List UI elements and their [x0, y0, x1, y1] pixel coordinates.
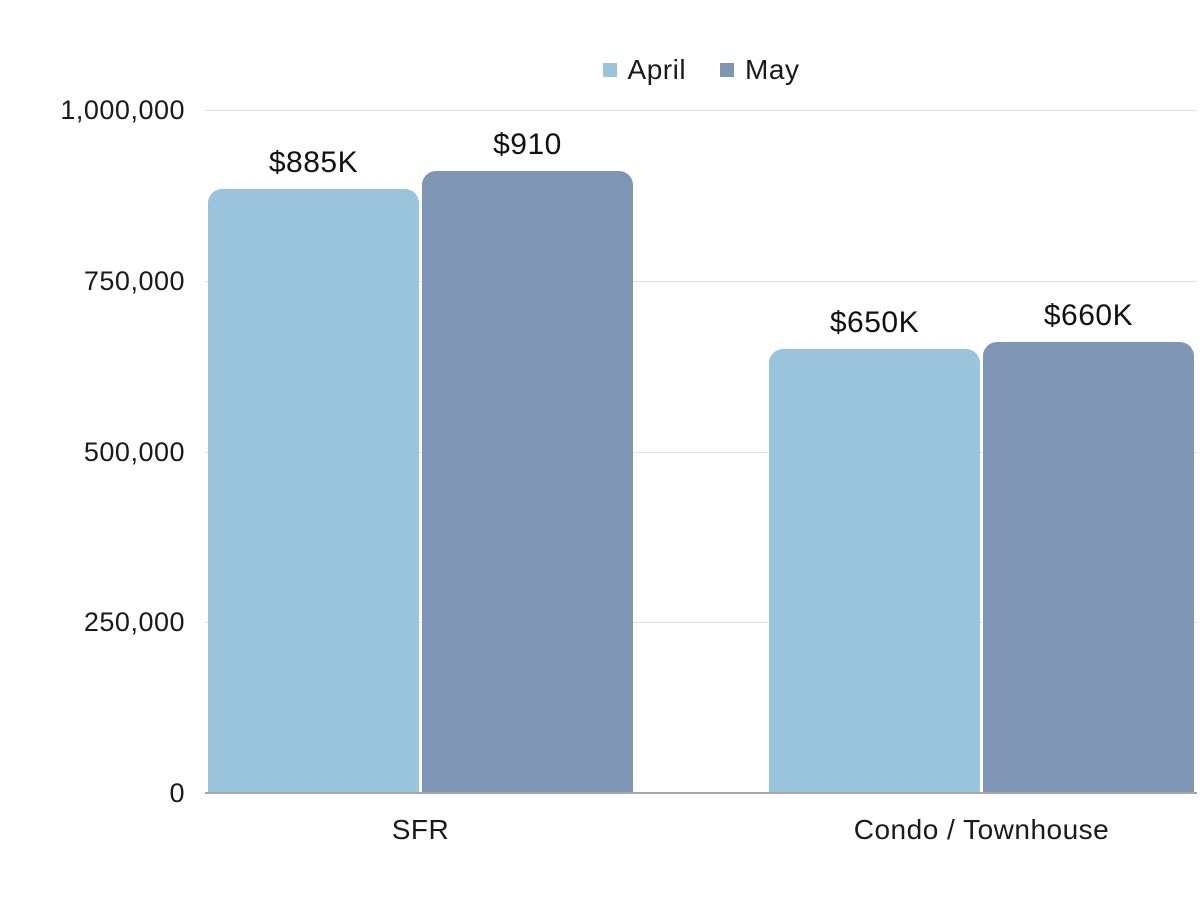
gridline [205, 110, 1197, 111]
bar-value-label: $650K [829, 306, 920, 340]
chart-legend: April May [205, 50, 1197, 90]
y-axis-tick-label: 500,000 [83, 436, 185, 467]
legend-swatch-icon [720, 63, 735, 77]
gridline [205, 452, 1197, 453]
bar-april-sfr [208, 188, 419, 793]
y-axis-tick-label: 1,000,000 [60, 95, 185, 125]
gridline [205, 622, 1197, 623]
bar-may-condo-townhouse [983, 342, 1194, 793]
legend-item-may: May [720, 54, 799, 86]
x-axis-baseline [205, 792, 1197, 794]
x-axis-category-label: SFR [391, 814, 450, 845]
legend-label: April [627, 54, 687, 85]
bar-april-condo-townhouse [769, 349, 980, 793]
legend-item-april: April [602, 54, 687, 86]
y-axis-tick-label: 250,000 [83, 607, 185, 638]
y-axis: 0 250,000 500,000 750,000 1,000,000 [0, 0, 185, 900]
bar-value-label: $885K [268, 145, 359, 179]
x-axis-category-label: Condo / Townhouse [853, 814, 1110, 845]
bar-may-sfr [422, 171, 633, 793]
bar-value-label: $660K [1043, 299, 1134, 333]
gridline [205, 281, 1197, 282]
y-axis-tick-label: 750,000 [83, 265, 185, 296]
legend-label: May [745, 54, 800, 85]
bar-value-label: $910 [493, 128, 562, 162]
legend-swatch-icon [602, 63, 617, 77]
y-axis-tick-label: 0 [169, 778, 185, 808]
